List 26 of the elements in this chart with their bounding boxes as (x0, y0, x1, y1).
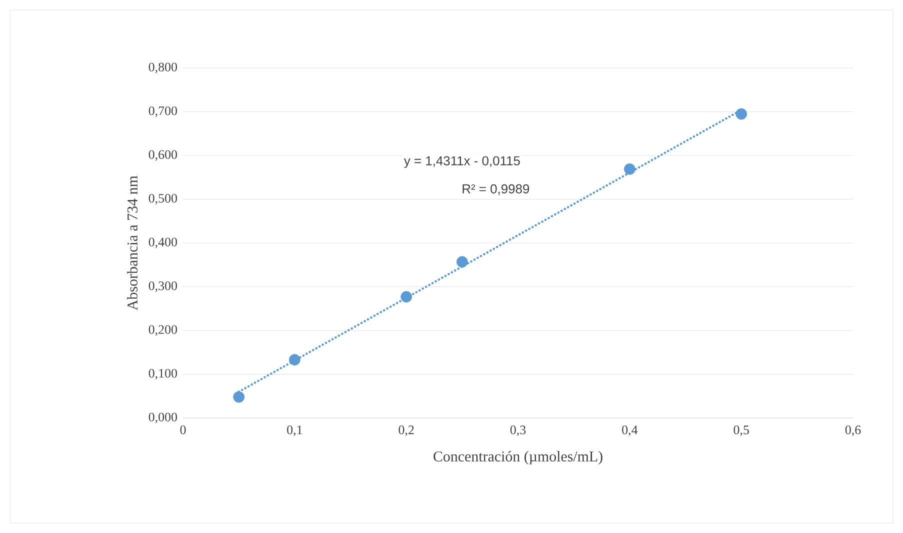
y-tick-label: 0,800 (148, 62, 177, 74)
x-tick-label: 0,4 (622, 426, 638, 436)
y-tick-label: 0,200 (148, 325, 177, 336)
point (624, 163, 636, 175)
y-tick-label: 0,500 (148, 194, 177, 205)
y-tick-label: 0,400 (148, 238, 177, 248)
point (288, 354, 300, 366)
annotation: R² = 0,9989 (462, 184, 530, 195)
x-tick-label: 0,1 (287, 426, 302, 436)
x-tick-label: 0,6 (845, 426, 861, 436)
point (736, 108, 748, 120)
y-tick-label: 0,000 (148, 412, 177, 424)
point (456, 256, 468, 268)
y-tick-label: 0,300 (148, 281, 177, 292)
x-tick-label: 0 (180, 426, 186, 434)
x-tick-label: 0,2 (398, 426, 414, 436)
y-tick-label: 0,700 (148, 106, 177, 118)
x-tick-label: 0,5 (734, 426, 749, 436)
point (400, 291, 412, 303)
x-tick-label: 0,3 (510, 426, 526, 436)
point (233, 391, 245, 403)
x-axis-title: Concentración (µmoles/mL) (434, 450, 602, 465)
annotation: y = 1,4311x - 0,0115 (404, 156, 520, 168)
y-tick-label: 0,100 (148, 368, 177, 380)
y-tick-label: 0,600 (148, 150, 177, 161)
y-axis-title: Absorbancia a 734 nm (126, 176, 138, 310)
